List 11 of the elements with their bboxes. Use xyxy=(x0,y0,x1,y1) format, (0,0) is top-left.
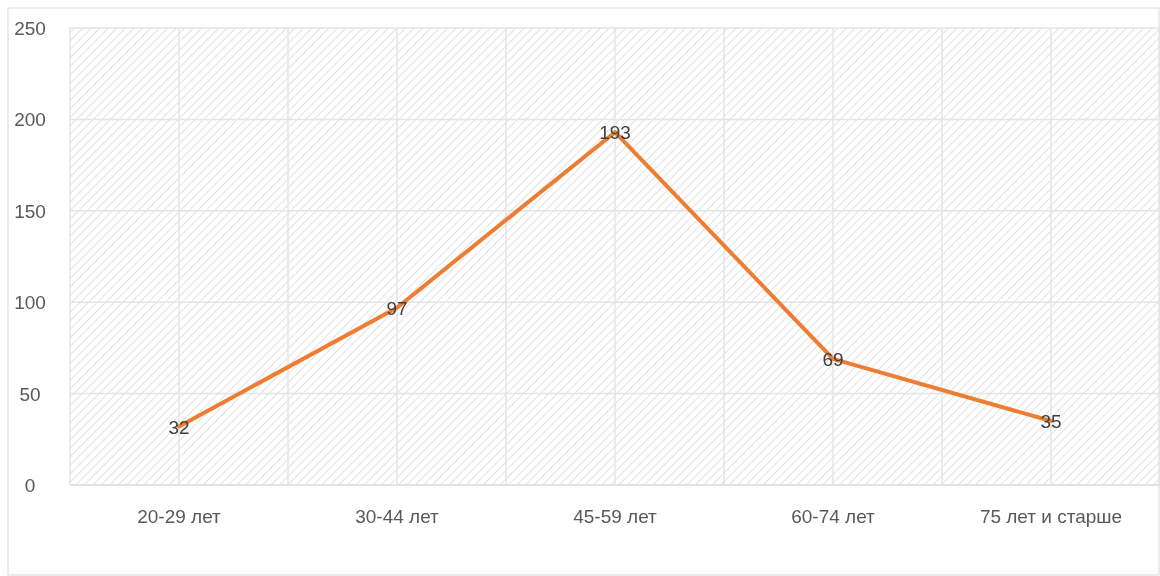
y-tick-label: 250 xyxy=(14,18,46,39)
y-tick-label: 50 xyxy=(19,383,41,405)
x-tick-label: 30-44 лет xyxy=(355,506,440,527)
y-tick-label: 100 xyxy=(14,292,46,314)
y-tick-label: 200 xyxy=(14,109,46,131)
x-tick-label: 45-59 лет xyxy=(573,506,658,527)
y-tick-label: 150 xyxy=(14,200,46,222)
x-tick-label: 60-74 лет xyxy=(791,506,876,527)
x-tick-label: 75 лет и старше xyxy=(979,506,1123,527)
x-tick-label: 20-29 лет xyxy=(137,506,222,527)
y-tick-label: 0 xyxy=(24,475,36,496)
